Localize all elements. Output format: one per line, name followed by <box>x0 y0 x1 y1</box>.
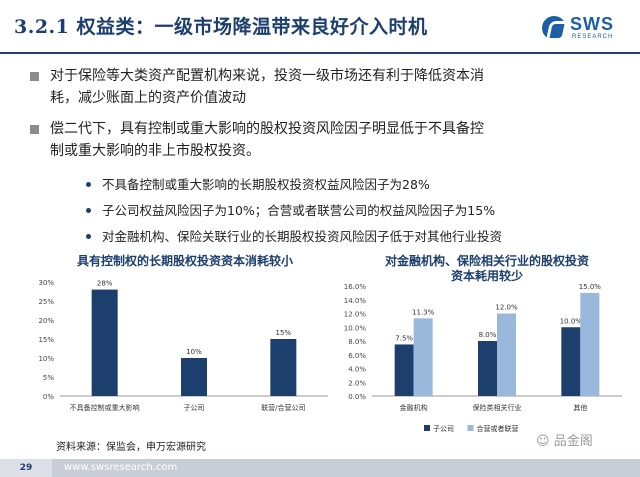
bar <box>270 339 297 396</box>
y-tick-label: 25% <box>38 298 54 306</box>
sws-logo: SWS RESEARCH <box>542 14 630 44</box>
bullet-2-line2: 制或重大影响的非上市股权投资。 <box>50 143 260 159</box>
bar <box>91 289 118 396</box>
data-label: 12.0% <box>495 304 518 312</box>
data-label: 15.0% <box>579 283 602 291</box>
watermark-text: 品金阁 <box>553 434 593 449</box>
y-tick-label: 30% <box>38 279 54 287</box>
data-label: 15% <box>276 329 292 337</box>
watermark: ☺ 品金阁 <box>536 430 593 449</box>
x-tick-label: 保险类相关行业 <box>473 403 522 412</box>
sws-logo-mark-icon <box>542 16 566 40</box>
chart-1-title: 具有控制权的长期股权投资资本消耗较小 <box>76 254 293 268</box>
page-number: 29 <box>0 459 52 477</box>
y-tick-label: 10% <box>38 355 54 363</box>
y-tick-label: 0% <box>43 393 54 401</box>
sub-bullet-3: 对金融机构、保险关联行业的长期股权投资风险因子低于对其他行业投资 <box>102 229 503 244</box>
legend-label: 子公司 <box>433 425 454 433</box>
chart-2: 0.0% 2.0% 4.0% 6.0% 8.0% 10.0% 12.0% 14.0% 16.0%… <box>344 283 622 433</box>
bar <box>497 313 516 396</box>
y-tick-label: 12.0% <box>344 311 367 319</box>
bullet-1-line2: 耗，减少账面上的资产价值波动 <box>50 90 246 106</box>
bar <box>181 358 207 396</box>
x-tick-label: 子公司 <box>184 404 205 412</box>
y-tick-label: 5% <box>43 374 54 382</box>
y-tick-label: 2.0% <box>348 379 366 387</box>
bullet-2: 偿二代下，具有控制或重大影响的股权投资风险因子明显低于不具备控 制或重大影响的非… <box>50 118 620 162</box>
bar <box>561 327 581 396</box>
data-label: 28% <box>97 280 113 288</box>
bullet-1-line1: 对于保险等大类资产配置机构来说，投资一级市场还有利于降低资本消 <box>50 68 484 84</box>
data-label: 10% <box>186 348 202 356</box>
page-title: 3.2.1 权益类：一级市场降温带来良好介入时机 <box>14 16 428 38</box>
sub-bullet-2: 子公司权益风险因子为10%；合营或者联营公司的权益风险因子为15% <box>102 203 496 218</box>
bullet-2-line1: 偿二代下，具有控制或重大影响的股权投资风险因子明显低于不具备控 <box>50 121 484 137</box>
y-tick-label: 15% <box>38 336 54 344</box>
bar <box>413 318 433 396</box>
sub-bullet-1: 不具备控制或重大影响的长期股权投资权益风险因子为28% <box>102 177 430 192</box>
y-tick-label: 10.0% <box>344 324 367 332</box>
bullet-square-icon <box>30 72 39 81</box>
y-tick-label: 0.0% <box>348 393 366 401</box>
logo-subtext: RESEARCH <box>572 34 614 40</box>
bar <box>394 344 414 396</box>
footer-bar: 29 www.swsresearch.com <box>0 459 640 477</box>
data-label: 7.5% <box>395 334 413 342</box>
chart-2-title: 对金融机构、保险相关行业的股权投资 资本耗用较少 <box>352 254 622 284</box>
bar <box>580 292 600 396</box>
data-label: 11.3% <box>412 308 435 316</box>
y-tick-label: 14.0% <box>344 297 367 305</box>
wechat-icon: ☺ <box>536 434 554 449</box>
chart-2-title-line2: 资本耗用较少 <box>450 269 523 283</box>
x-tick-label: 不具备控制或重大影响 <box>70 403 140 412</box>
y-tick-label: 6.0% <box>348 352 366 360</box>
footer-url[interactable]: www.swsresearch.com <box>64 462 178 473</box>
sub-bullet-dot-icon <box>86 234 91 239</box>
bullet-square-icon <box>30 125 39 134</box>
chart-2-title-line1: 对金融机构、保险相关行业的股权投资 <box>384 254 589 268</box>
bullet-1: 对于保险等大类资产配置机构来说，投资一级市场还有利于降低资本消 耗，减少账面上的… <box>50 65 620 109</box>
y-tick-label: 8.0% <box>348 338 366 346</box>
legend-swatch <box>424 425 430 431</box>
title-divider <box>0 52 640 54</box>
source-note: 资料来源：保监会，申万宏源研究 <box>56 442 206 453</box>
chart-1: 0% 5% 10% 15% 20% 25% 30% 28% 不具备控制或重大影响 10% 子公司 15… <box>38 279 328 412</box>
legend-label: 合营或者联营 <box>477 424 519 433</box>
x-tick-label: 其他 <box>573 403 587 412</box>
x-tick-label: 金融机构 <box>400 403 428 412</box>
data-label: 10.0% <box>560 317 583 325</box>
legend-swatch <box>467 425 474 431</box>
data-label: 8.0% <box>479 331 497 339</box>
sub-bullet-dot-icon <box>86 182 91 187</box>
bar <box>478 341 497 396</box>
x-tick-label: 联营/合营公司 <box>261 403 305 412</box>
y-tick-label: 4.0% <box>348 366 366 374</box>
y-tick-label: 16.0% <box>344 283 367 291</box>
sub-bullet-dot-icon <box>86 208 91 213</box>
y-tick-label: 20% <box>38 317 54 325</box>
logo-text: SWS <box>570 14 615 34</box>
